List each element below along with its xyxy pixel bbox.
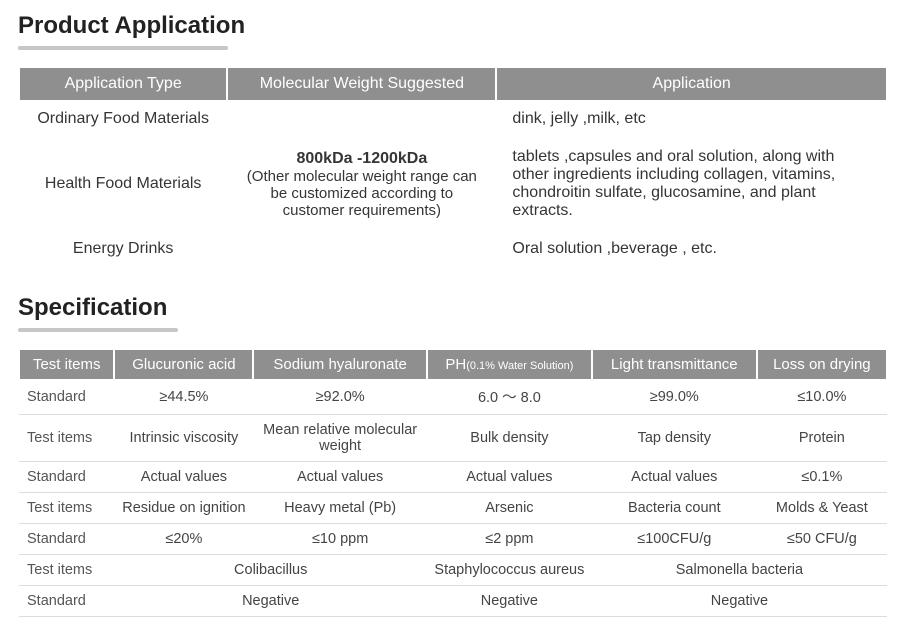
table-row: Standard ≤20% ≤10 ppm ≤2 ppm ≤100CFU/g ≤… <box>19 524 887 555</box>
table-row: Test items Colibacillus Staphylococcus a… <box>19 555 887 586</box>
table-header-row: Application Type Molecular Weight Sugges… <box>19 68 887 100</box>
table-row: Test items Residue on ignition Heavy met… <box>19 493 887 524</box>
row-label: Standard <box>19 524 114 555</box>
mw-sub: (Other molecular weight range can be cus… <box>241 168 482 219</box>
cell-application: dink, jelly ,milk, etc <box>496 100 887 138</box>
cell: Tap density <box>592 415 757 462</box>
mw-main: 800kDa -1200kDa <box>241 150 482 168</box>
cell: ≤20% <box>114 524 253 555</box>
ph-label: PH <box>445 356 466 373</box>
table-row: Standard Actual values Actual values Act… <box>19 462 887 493</box>
cell: Actual values <box>114 462 253 493</box>
table-row: Standard ≥44.5% ≥92.0% 6.0 ～ 8.0 ≥99.0% … <box>19 379 887 415</box>
cell: ≥99.0% <box>592 379 757 415</box>
cell-type: Energy Drinks <box>19 230 227 268</box>
title-underline <box>18 328 178 332</box>
cell: Actual values <box>253 462 427 493</box>
cell-application: Oral solution ,beverage , etc. <box>496 230 887 268</box>
table-row: Standard Negative Negative Negative <box>19 586 887 617</box>
col-application: Application <box>496 68 887 100</box>
cell: Staphylococcus aureus <box>427 555 592 586</box>
table-row: Test items Intrinsic viscosity Mean rela… <box>19 415 887 462</box>
cell: 6.0 ～ 8.0 <box>427 379 592 415</box>
cell: Residue on ignition <box>114 493 253 524</box>
row-label: Standard <box>19 379 114 415</box>
cell: Actual values <box>427 462 592 493</box>
cell: ≤50 CFU/g <box>757 524 887 555</box>
col-molecular-weight: Molecular Weight Suggested <box>227 68 496 100</box>
row-label: Test items <box>19 555 114 586</box>
cell: Mean relative molecular weight <box>253 415 427 462</box>
cell-application: tablets ,capsules and oral solution, alo… <box>496 138 887 230</box>
cell: Negative <box>114 586 426 617</box>
specification-table: Test items Glucuronic acid Sodium hyalur… <box>18 350 888 617</box>
cell-type: Ordinary Food Materials <box>19 100 227 138</box>
col-application-type: Application Type <box>19 68 227 100</box>
col-light-transmittance: Light transmittance <box>592 350 757 379</box>
row-label: Test items <box>19 493 114 524</box>
cell: Negative <box>592 586 887 617</box>
row-label: Standard <box>19 586 114 617</box>
cell: Arsenic <box>427 493 592 524</box>
specification-title: Specification <box>18 294 888 322</box>
col-sodium-hyaluronate: Sodium hyaluronate <box>253 350 427 379</box>
cell: Salmonella bacteria <box>592 555 887 586</box>
cell: ≤0.1% <box>757 462 887 493</box>
cell: ≤2 ppm <box>427 524 592 555</box>
cell: Bacteria count <box>592 493 757 524</box>
cell: Intrinsic viscosity <box>114 415 253 462</box>
product-application-table: Application Type Molecular Weight Sugges… <box>18 68 888 268</box>
cell: ≤100CFU/g <box>592 524 757 555</box>
cell: Heavy metal (Pb) <box>253 493 427 524</box>
col-test-items: Test items <box>19 350 114 379</box>
ph-sub: (0.1% Water Solution) <box>466 360 573 372</box>
row-label: Test items <box>19 415 114 462</box>
row-label: Standard <box>19 462 114 493</box>
cell-type: Health Food Materials <box>19 138 227 230</box>
cell: Negative <box>427 586 592 617</box>
col-loss-drying: Loss on drying <box>757 350 887 379</box>
cell: Actual values <box>592 462 757 493</box>
cell-molecular-weight: 800kDa -1200kDa (Other molecular weight … <box>227 100 496 268</box>
table-row: Ordinary Food Materials 800kDa -1200kDa … <box>19 100 887 138</box>
cell: Molds & Yeast <box>757 493 887 524</box>
title-underline <box>18 46 228 50</box>
cell: Colibacillus <box>114 555 426 586</box>
product-application-title: Product Application <box>18 12 888 40</box>
cell: Bulk density <box>427 415 592 462</box>
cell: ≤10 ppm <box>253 524 427 555</box>
table-header-row: Test items Glucuronic acid Sodium hyalur… <box>19 350 887 379</box>
cell: Protein <box>757 415 887 462</box>
col-glucuronic: Glucuronic acid <box>114 350 253 379</box>
cell: ≥44.5% <box>114 379 253 415</box>
cell: ≥92.0% <box>253 379 427 415</box>
col-ph: PH(0.1% Water Solution) <box>427 350 592 379</box>
cell: ≤10.0% <box>757 379 887 415</box>
